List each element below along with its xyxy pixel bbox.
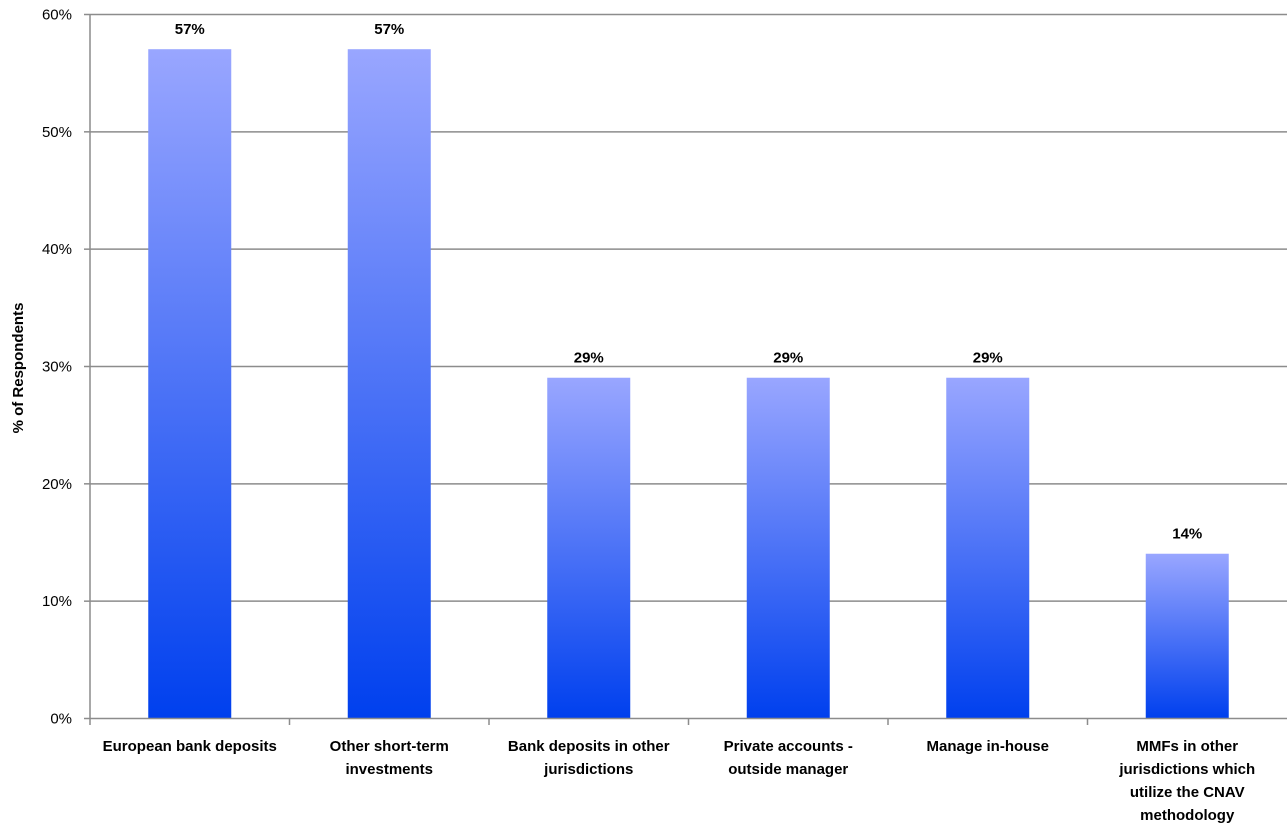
data-label: 57% <box>175 21 205 38</box>
x-category-label: European bank deposits <box>103 738 277 755</box>
bar <box>347 49 431 718</box>
x-category-label: Other short-term investments <box>330 738 449 778</box>
y-tick-label: 50% <box>42 124 72 141</box>
bar <box>148 49 232 718</box>
y-tick-label: 30% <box>42 359 72 376</box>
x-category-label: Private accounts -outside manager <box>724 738 853 778</box>
y-tick-label: 0% <box>50 711 72 728</box>
y-tick-label: 60% <box>42 7 72 24</box>
data-label: 57% <box>374 21 404 38</box>
bar <box>547 377 631 718</box>
bar <box>746 377 830 718</box>
data-label: 29% <box>773 350 803 367</box>
bar <box>946 377 1030 718</box>
x-category-label: Bank deposits in other jurisdictions <box>508 738 670 778</box>
data-label: 29% <box>973 350 1003 367</box>
axes <box>84 13 1287 725</box>
bars <box>148 49 1229 718</box>
y-tick-label: 10% <box>42 593 72 610</box>
y-tick-label: 20% <box>42 476 72 493</box>
y-axis-title: % of Respondents <box>10 303 27 434</box>
gridlines <box>90 13 1287 602</box>
x-category-label: MMFs in other jurisdictions which utilize … <box>1118 738 1255 824</box>
y-tick-label: 40% <box>42 241 72 258</box>
labels: 0% 10% 20% 30% 40% 50% 60% 57% European bank dep… <box>42 7 1255 825</box>
x-category-label: Manage in-house <box>926 738 1049 755</box>
data-label: 14% <box>1172 526 1202 543</box>
data-label: 29% <box>574 350 604 367</box>
bar <box>1145 553 1229 718</box>
